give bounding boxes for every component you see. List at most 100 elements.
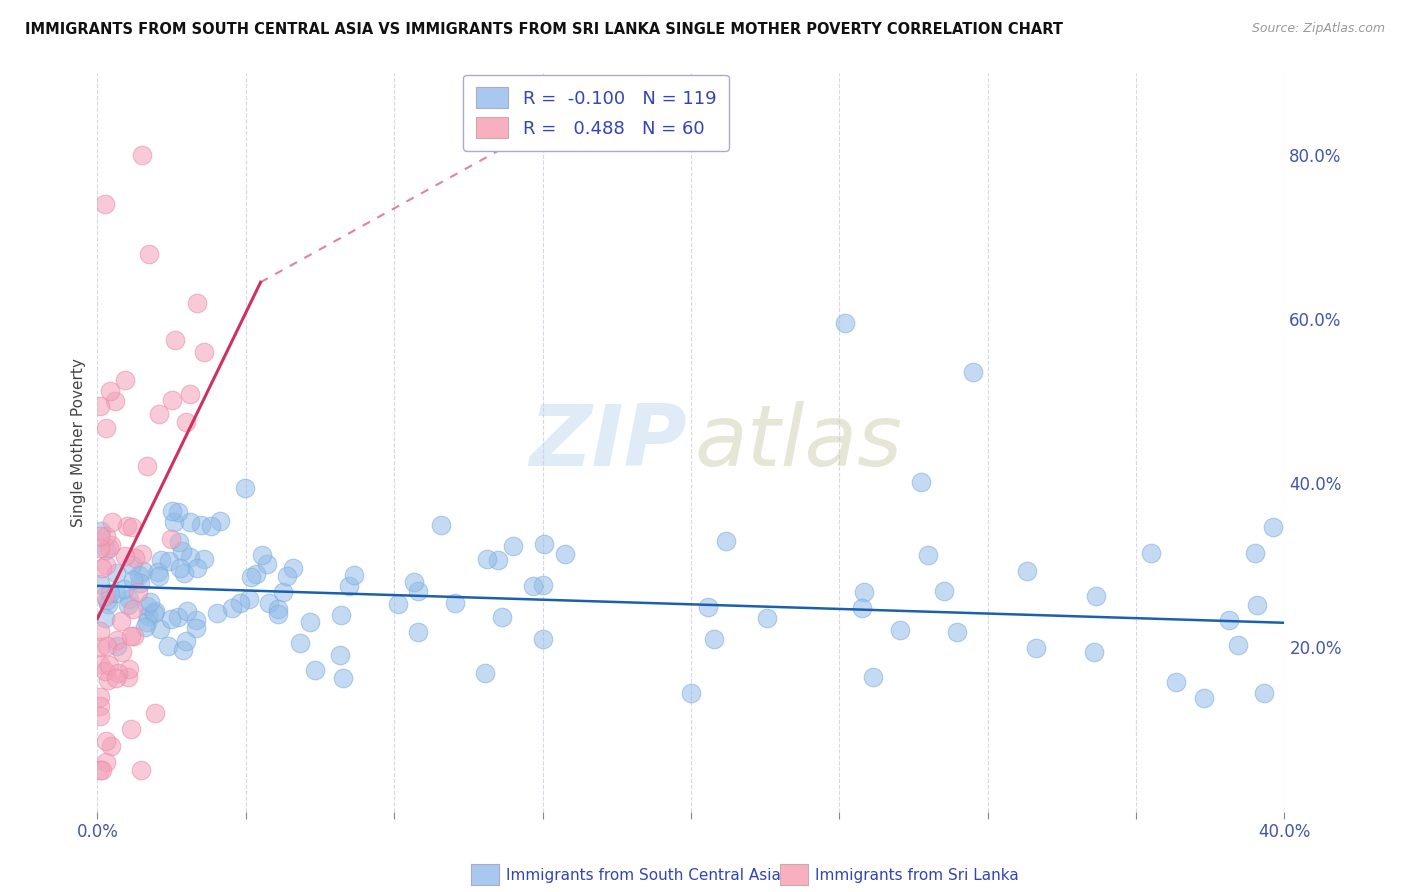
Legend: R =  -0.100   N = 119, R =   0.488   N = 60: R = -0.100 N = 119, R = 0.488 N = 60 [463, 75, 728, 151]
Point [245, 566, 267, 581]
Point [329, 648, 352, 662]
Point [229, 596, 252, 610]
Point [179, 549, 201, 564]
Point [190, 518, 212, 533]
Point [714, 534, 737, 549]
Point [1218, 613, 1240, 627]
Point [169, 560, 191, 574]
Point [174, 415, 197, 429]
Point [93, 611, 115, 625]
Point [89, 541, 111, 556]
Point [94, 421, 117, 435]
Point [142, 606, 165, 620]
Point [337, 579, 360, 593]
Point [298, 615, 321, 629]
Point [166, 609, 188, 624]
Point [100, 538, 122, 552]
Point [173, 566, 195, 580]
Point [104, 671, 127, 685]
Point [91, 561, 114, 575]
Point [104, 394, 127, 409]
Point [90, 524, 112, 539]
Point [962, 366, 984, 380]
Point [94, 734, 117, 748]
Point [474, 665, 496, 680]
Point [186, 621, 208, 635]
Point [1227, 639, 1250, 653]
Point [502, 540, 524, 554]
Point [238, 591, 260, 606]
Point [135, 615, 157, 629]
Point [128, 568, 150, 582]
Point [1015, 564, 1038, 578]
Point [486, 553, 509, 567]
Point [89, 640, 111, 655]
Point [332, 671, 354, 685]
Point [138, 595, 160, 609]
Point [169, 535, 191, 549]
Point [107, 665, 129, 680]
Point [163, 333, 186, 347]
Point [554, 547, 576, 561]
Point [491, 610, 513, 624]
Point [131, 148, 153, 162]
Point [522, 579, 544, 593]
Text: Immigrants from South Central Asia: Immigrants from South Central Asia [506, 869, 782, 883]
Point [96, 542, 118, 557]
Point [1140, 546, 1163, 560]
Point [755, 611, 778, 625]
Point [167, 505, 190, 519]
Point [160, 504, 183, 518]
Point [917, 548, 939, 562]
Point [408, 624, 430, 639]
Point [120, 629, 142, 643]
Point [98, 586, 121, 600]
Point [179, 386, 201, 401]
Point [117, 670, 139, 684]
Point [89, 529, 111, 543]
Point [118, 662, 141, 676]
Point [276, 569, 298, 583]
Point [1085, 589, 1108, 603]
Point [531, 578, 554, 592]
Point [89, 657, 111, 671]
Point [94, 529, 117, 543]
Point [93, 665, 115, 679]
Point [89, 709, 111, 723]
Point [170, 543, 193, 558]
Point [94, 756, 117, 770]
Point [117, 599, 139, 613]
Point [100, 739, 122, 753]
Point [89, 577, 111, 591]
Point [531, 632, 554, 646]
Point [443, 597, 465, 611]
Point [136, 459, 159, 474]
Point [179, 515, 201, 529]
Point [124, 629, 146, 643]
Point [477, 552, 499, 566]
Point [1083, 645, 1105, 659]
Point [1261, 519, 1284, 533]
Point [157, 639, 180, 653]
Point [193, 345, 215, 359]
Point [1253, 685, 1275, 699]
Point [143, 706, 166, 720]
Point [288, 636, 311, 650]
Point [89, 399, 111, 413]
Point [946, 625, 969, 640]
Point [172, 643, 194, 657]
Point [208, 514, 231, 528]
Point [281, 561, 304, 575]
Point [105, 639, 128, 653]
Point [330, 607, 353, 622]
Point [148, 407, 170, 421]
Point [129, 575, 152, 590]
Point [186, 613, 208, 627]
Point [160, 392, 183, 407]
Point [97, 657, 120, 672]
Point [134, 620, 156, 634]
Point [135, 599, 157, 614]
Point [100, 515, 122, 529]
Point [90, 764, 112, 778]
Point [97, 673, 120, 688]
